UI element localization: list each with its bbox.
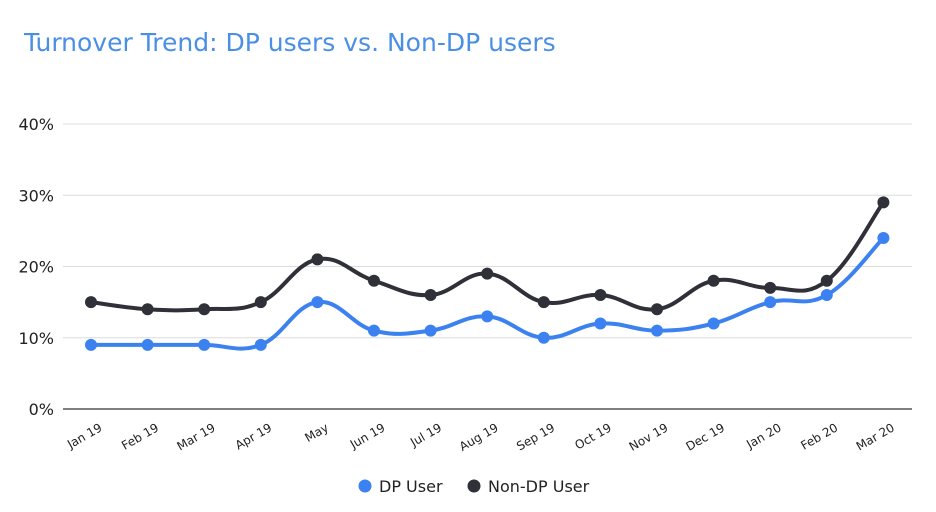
data-point-non-dp-user (254, 296, 267, 309)
data-point-dp-user (85, 338, 97, 351)
x-tick-label: Oct 19 (572, 420, 614, 452)
data-point-non-dp-user (311, 253, 324, 266)
data-point-non-dp-user (481, 267, 494, 280)
data-point-dp-user (651, 324, 663, 337)
x-tick-label: Mar 20 (854, 420, 897, 453)
x-tick-label: Jun 19 (347, 420, 388, 452)
data-point-dp-user (198, 338, 211, 351)
y-tick-label: 20% (18, 258, 54, 277)
x-tick-label: Feb 20 (798, 420, 840, 452)
legend-non-dp-user-marker (467, 479, 481, 493)
x-tick-label: Jul 19 (407, 420, 444, 449)
y-tick-label: 0% (29, 400, 54, 419)
data-point-dp-user (368, 324, 380, 337)
data-point-dp-user (707, 317, 720, 330)
legend-dp-user-label: DP User (379, 477, 443, 496)
x-tick-label: Jan 19 (64, 420, 104, 451)
x-tick-label: Feb 19 (119, 420, 161, 452)
x-tick-label: Aug 19 (457, 420, 501, 453)
data-point-non-dp-user (651, 303, 663, 316)
series-line-dp-user (89, 236, 886, 351)
x-tick-label: Dec 19 (683, 420, 727, 453)
chart-title: Turnover Trend: DP users vs. Non-DP user… (24, 28, 556, 57)
data-point-dp-user (764, 296, 777, 309)
y-tick-label: 30% (18, 186, 54, 205)
series-line-non-dp-user (89, 200, 886, 313)
data-point-dp-user (594, 317, 607, 330)
data-point-dp-user (141, 338, 154, 351)
data-point-non-dp-user (198, 303, 211, 316)
data-point-non-dp-user (764, 281, 777, 294)
x-tick-label: Nov 19 (627, 420, 671, 453)
legend-dp-user-marker (358, 479, 372, 493)
legend-non-dp-user-label: Non-DP User (488, 477, 590, 496)
data-point-dp-user (820, 289, 833, 301)
x-tick-label: Jan 20 (743, 420, 783, 451)
data-point-non-dp-user (594, 289, 607, 301)
data-point-non-dp-user (424, 289, 437, 301)
data-point-dp-user (311, 296, 324, 309)
data-point-dp-user (481, 310, 494, 323)
data-point-dp-user (537, 331, 550, 344)
y-tick-label: 10% (18, 329, 54, 348)
data-point-dp-user (254, 338, 267, 351)
x-tick-label: Mar 19 (175, 420, 218, 453)
data-point-non-dp-user (85, 296, 97, 309)
data-point-non-dp-user (368, 274, 380, 287)
data-point-non-dp-user (707, 274, 720, 287)
x-tick-label: Sep 19 (514, 420, 557, 453)
data-point-dp-user (877, 232, 890, 244)
data-point-non-dp-user (877, 196, 890, 209)
data-point-non-dp-user (820, 274, 833, 287)
data-point-dp-user (424, 324, 437, 337)
data-point-non-dp-user (537, 296, 550, 309)
x-tick-label: May (302, 420, 330, 445)
data-point-non-dp-user (141, 303, 154, 316)
x-tick-label: Apr 19 (233, 420, 275, 452)
y-tick-label: 40% (18, 115, 54, 134)
